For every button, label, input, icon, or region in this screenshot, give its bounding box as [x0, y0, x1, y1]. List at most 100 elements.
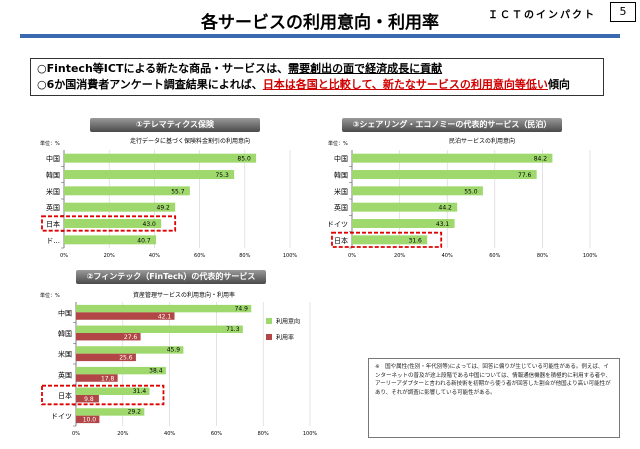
chart-sharing-header: ③シェアリング・エコノミーの代表的サービス（民泊） — [342, 118, 562, 132]
data-label: 75.3 — [215, 172, 229, 179]
bar-intent — [76, 408, 145, 416]
summary-line-2-tail: 傾向 — [547, 78, 570, 91]
x-tick-label: 100% — [583, 253, 598, 259]
data-label: 27.6 — [124, 334, 138, 341]
summary-line-2-text: ○6か国消費者アンケート調査結果によれば、 — [37, 78, 263, 91]
data-label: 43.1 — [436, 221, 450, 228]
bar — [64, 202, 176, 212]
data-label: 40.7 — [137, 237, 151, 244]
x-tick-label: 60% — [194, 253, 205, 259]
summary-line-1: ○Fintech等ICTによる新たな商品・サービスは、需要創出の面で経済成長に貢… — [37, 61, 597, 77]
x-tick-label: 40% — [149, 253, 160, 259]
category-label: 中国 — [334, 154, 348, 163]
chart-sharing-plot: 0% 20% 40% 60% 80% 100% 中国 84.2 韓国 77.6 米国 55.0 英国 44… — [328, 150, 598, 259]
category-label: 中国 — [58, 308, 72, 317]
data-label: 71.3 — [226, 326, 240, 333]
bar-usage — [76, 395, 99, 403]
x-tick-label: 0% — [348, 253, 356, 259]
x-tick-label: 40% — [442, 253, 453, 259]
category-label: 英国 — [46, 203, 60, 212]
category-label: 米国 — [334, 187, 348, 196]
category-label: 米国 — [58, 350, 72, 359]
x-tick-label: 80% — [537, 253, 548, 259]
x-tick-label: 80% — [239, 253, 250, 259]
legend-label: 利用率 — [276, 334, 294, 342]
bar-usage — [76, 415, 100, 424]
category-label: 英国 — [58, 370, 72, 379]
summary-box: ○Fintech等ICTによる新たな商品・サービスは、需要創出の面で経済成長に貢… — [30, 58, 604, 96]
bar-usage — [76, 374, 118, 382]
chart-telematics: ①テレマティクス保険 走行データに基づく保険料金割引の利用意向 単位：% 0% 2… — [40, 118, 310, 266]
bar — [352, 186, 483, 196]
bar-intent — [76, 387, 150, 395]
x-tick-label: 0% — [72, 431, 80, 437]
category-label: 日本 — [46, 220, 60, 229]
bar — [352, 235, 428, 245]
data-label: 55.0 — [464, 188, 478, 195]
data-label: 29.2 — [128, 409, 142, 416]
category-label: 米国 — [46, 187, 60, 196]
legend-swatch — [266, 334, 272, 340]
category-label: ド... — [46, 237, 60, 245]
bar-intent — [76, 304, 252, 313]
summary-line-2-emphasis: 日本は各国と比較して、新たなサービスの利用意向等低い — [262, 78, 548, 91]
summary-line-1-emphasis: 需要創出の面で経済成長に貢献 — [288, 62, 443, 75]
bar-usage — [76, 353, 136, 362]
data-label: 45.9 — [167, 347, 181, 354]
chart-fintech-title: 資産管理サービスの利用意向・利用率 — [132, 292, 235, 299]
legend-label: 利用意向 — [276, 318, 300, 326]
chart-telematics-unit: 単位：% — [40, 141, 60, 147]
highlight-box — [331, 231, 443, 248]
chart-fintech: ②フィンテック（FinTech）の代表的サービス 資産管理サービスの利用意向・利… — [40, 270, 330, 440]
data-label: 31.6 — [409, 237, 423, 244]
chart-fintech-header: ②フィンテック（FinTech）の代表的サービス — [76, 270, 266, 284]
x-tick-label: 100% — [303, 431, 318, 437]
data-label: 44.2 — [439, 205, 453, 212]
legend-swatch — [266, 318, 272, 324]
category-label: ドイツ — [51, 413, 72, 421]
data-label: 43.0 — [143, 221, 157, 228]
page-number: 5 — [610, 2, 636, 22]
summary-line-1-text: ○Fintech等ICTによる新たな商品・サービスは、 — [37, 62, 289, 75]
bar — [352, 219, 455, 228]
x-tick-label: 60% — [211, 431, 222, 437]
data-label: 85.0 — [237, 156, 251, 163]
chart-sharing: ③シェアリング・エコノミーの代表的サービス（民泊） 民泊サービスの利用意向 単位… — [328, 118, 612, 266]
data-label: 38.4 — [149, 367, 163, 374]
chart-fintech-plot: 0% 20% 40% 60% 80% 100% 中国 74.9 42.1 韓国 71.3 27.6 米国… — [41, 302, 318, 437]
chart-telematics-header: ①テレマティクス保険 — [90, 118, 260, 132]
data-label: 17.8 — [101, 375, 115, 382]
footnote: ※ 国や属性(性別・年代別等)によっては、回答に偏りが生じている可能性がある。例… — [368, 358, 620, 438]
category-label: ドイツ — [328, 221, 348, 229]
chart-sharing-unit: 単位：% — [328, 141, 348, 147]
chart-telematics-title: 走行データに基づく保険料金割引の利用意向 — [129, 138, 250, 145]
highlight-box — [41, 384, 165, 406]
x-tick-label: 40% — [164, 431, 175, 437]
x-tick-label: 0% — [60, 253, 68, 259]
category-label: 韓国 — [334, 171, 348, 180]
x-tick-label: 80% — [258, 431, 269, 437]
category-label: 日本 — [58, 391, 72, 400]
bar — [352, 170, 537, 179]
category-label: 中国 — [46, 154, 60, 163]
x-tick-label: 100% — [283, 253, 298, 259]
data-label: 42.1 — [158, 313, 172, 320]
data-label: 10.0 — [83, 417, 97, 424]
x-tick-label: 20% — [104, 253, 115, 259]
x-tick-label: 20% — [394, 253, 405, 259]
section-tag: ＩＣＴのインパクト — [488, 10, 596, 21]
chart-sharing-title: 民泊サービスの利用意向 — [448, 138, 515, 145]
category-label: 日本 — [334, 236, 348, 245]
bar-intent — [76, 325, 243, 333]
bar-usage — [76, 333, 141, 341]
bar — [352, 153, 553, 163]
summary-line-2: ○6か国消費者アンケート調査結果によれば、日本は各国と比較して、新たなサービスの… — [37, 77, 597, 93]
header-rule — [20, 34, 620, 38]
bar — [64, 186, 190, 196]
data-label: 84.2 — [534, 156, 548, 163]
category-label: 韓国 — [46, 171, 60, 180]
data-label: 49.2 — [157, 205, 171, 212]
x-tick-label: 20% — [117, 431, 128, 437]
bar — [352, 202, 458, 212]
x-tick-label: 60% — [489, 253, 500, 259]
